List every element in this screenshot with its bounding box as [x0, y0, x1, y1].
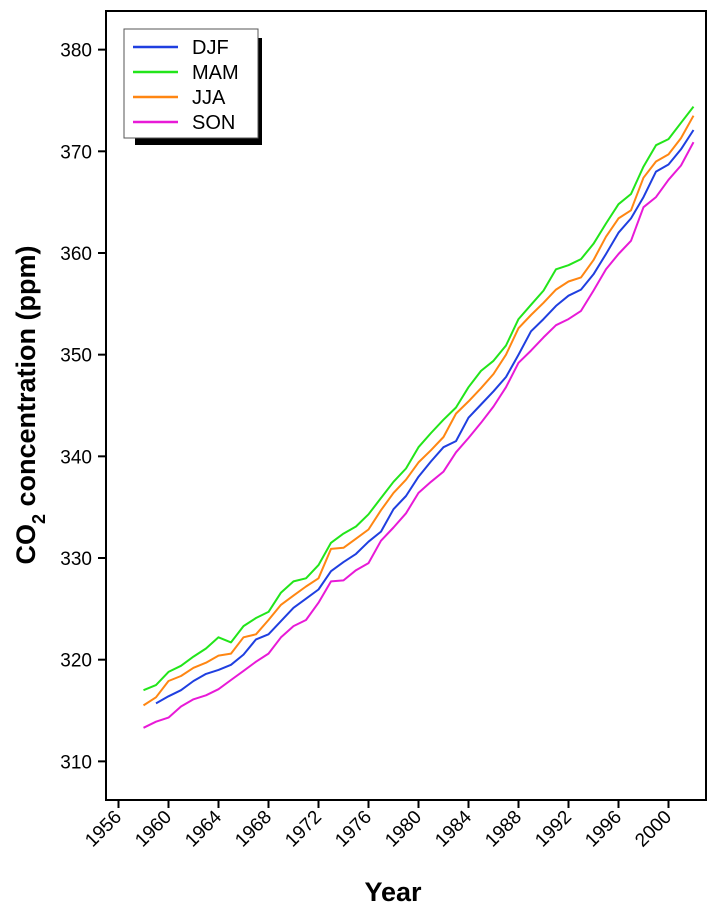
x-tick-label: 1956 — [81, 807, 126, 852]
x-tick-label: 1976 — [331, 807, 376, 852]
series-line-mam — [143, 105, 695, 692]
x-tick-label: 1988 — [481, 807, 526, 852]
series-line-jja — [142, 115, 695, 707]
x-tick-label: 1980 — [381, 807, 426, 852]
legend-label-son: SON — [192, 112, 235, 134]
x-tick-label: 1964 — [181, 806, 226, 851]
legend-label-jja: JJA — [192, 87, 226, 109]
x-tick-label: 1996 — [581, 807, 626, 852]
x-tick-label: 1960 — [131, 807, 176, 852]
y-tick-label: 360 — [60, 244, 92, 265]
y-tick-label: 310 — [60, 752, 92, 773]
y-tick-label: 330 — [60, 549, 92, 570]
y-tick-label: 380 — [60, 41, 92, 62]
x-tick-label: 1992 — [531, 807, 576, 852]
legend-label-djf: DJF — [192, 37, 229, 59]
series-lines — [142, 105, 695, 729]
plot-frame — [105, 10, 707, 801]
y-axis: 310 320 330 340 350 360 370 380 — [60, 41, 106, 773]
y-axis-title-main: CO — [11, 524, 41, 565]
y-tick-label: 320 — [60, 651, 92, 672]
y-tick-label: 340 — [60, 447, 92, 468]
x-tick-label: 2000 — [631, 807, 676, 852]
x-axis: 1956 1960 1964 1968 1972 1976 1980 1984 1988 1992… — [81, 800, 676, 851]
legend: DJF MAM JJA SON — [123, 28, 262, 145]
x-tick-label: 1984 — [431, 806, 476, 851]
series-line-djf — [155, 129, 695, 705]
legend-label-mam: MAM — [192, 62, 239, 84]
x-axis-title: Year — [364, 877, 422, 907]
y-tick-label: 350 — [60, 346, 92, 367]
y-axis-title-rest: concentration (ppm) — [11, 245, 41, 514]
y-axis-title-subscript: 2 — [29, 514, 49, 524]
y-axis-title: CO2 concentration (ppm) — [11, 245, 49, 564]
x-tick-label: 1972 — [281, 807, 326, 852]
y-tick-label: 370 — [60, 142, 92, 163]
x-tick-label: 1968 — [231, 807, 276, 852]
series-line-son — [143, 141, 695, 729]
